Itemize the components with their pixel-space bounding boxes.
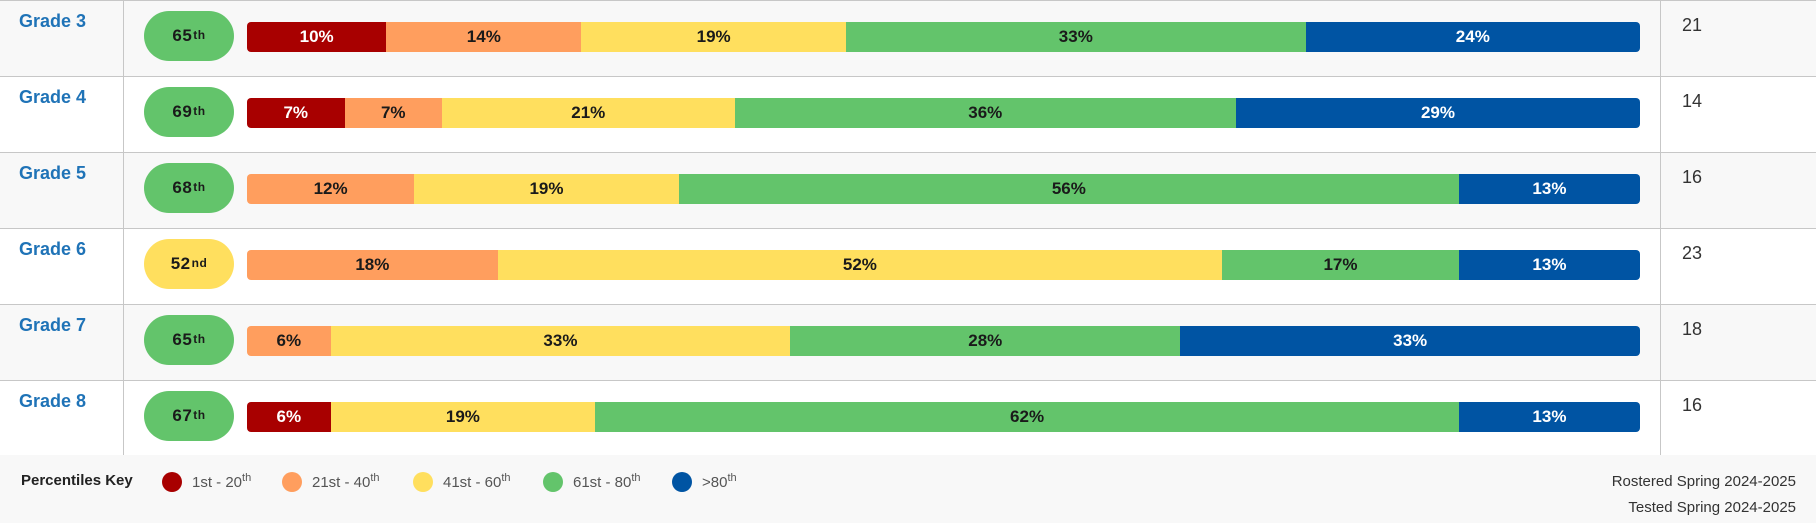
bar-segment: 7%: [344, 98, 442, 128]
student-count: 23: [1682, 243, 1703, 263]
bar-segment: 13%: [1458, 402, 1640, 432]
bar-segment: 24%: [1305, 22, 1640, 52]
student-count: 16: [1682, 395, 1703, 415]
bar-segment: 19%: [330, 402, 596, 432]
key-label: 41st - 60th: [443, 471, 511, 491]
key-title: Percentiles Key: [21, 472, 133, 489]
percentile-distribution-bar: 7% 7% 21% 36% 29%: [247, 98, 1640, 128]
bar-segment: 10%: [247, 22, 387, 52]
grade-link[interactable]: Grade 4: [19, 87, 87, 107]
yellow-dot-icon: [413, 472, 433, 492]
grade-link[interactable]: Grade 6: [19, 239, 87, 259]
key-label: 61st - 80th: [573, 471, 641, 491]
bar-segment: 18%: [247, 250, 498, 280]
red-dot-icon: [162, 472, 182, 492]
column-divider: [123, 1, 124, 76]
key-item-41-60: 41st - 60th: [413, 472, 511, 492]
percentile-distribution-bar: 10% 14% 19% 33% 24%: [247, 22, 1640, 52]
bar-segment: 56%: [678, 174, 1459, 204]
column-divider: [1660, 1, 1661, 76]
green-dot-icon: [543, 472, 563, 492]
key-item-1-20: 1st - 20th: [162, 472, 251, 492]
bar-segment: 33%: [845, 22, 1306, 52]
bar-segment: 13%: [1458, 250, 1640, 280]
column-divider: [123, 381, 124, 456]
rostered-term: Rostered Spring 2024-2025: [1611, 473, 1796, 490]
percentile-distribution-bar: 12% 19% 56% 13%: [247, 174, 1640, 204]
column-divider: [1660, 153, 1661, 228]
student-count: 18: [1682, 319, 1703, 339]
percentile-distribution-bar: 6% 33% 28% 33%: [247, 326, 1640, 356]
grade-link[interactable]: Grade 5: [19, 163, 87, 183]
grade-link[interactable]: Grade 3: [19, 11, 87, 31]
bar-segment: 28%: [790, 326, 1181, 356]
column-divider: [1660, 77, 1661, 152]
bar-segment: 33%: [1180, 326, 1640, 356]
orange-dot-icon: [282, 472, 302, 492]
bar-segment: 19%: [414, 174, 679, 204]
bar-segment: 33%: [330, 326, 791, 356]
student-count: 16: [1682, 167, 1703, 187]
key-item-21-40: 21st - 40th: [282, 472, 380, 492]
column-divider: [123, 153, 124, 228]
bar-segment: 7%: [247, 98, 345, 128]
key-item-61-80: 61st - 80th: [543, 472, 641, 492]
column-divider: [123, 229, 124, 304]
bar-segment: 17%: [1222, 250, 1459, 280]
bar-segment: 13%: [1458, 174, 1640, 204]
student-count: 21: [1682, 15, 1703, 35]
column-divider: [1660, 305, 1661, 380]
bar-segment: 14%: [386, 22, 582, 52]
grade-link[interactable]: Grade 8: [19, 391, 87, 411]
bar-segment: 19%: [581, 22, 846, 52]
column-divider: [123, 305, 124, 380]
bar-segment: 52%: [497, 250, 1223, 280]
blue-dot-icon: [672, 472, 692, 492]
bar-segment: 12%: [247, 174, 415, 204]
percentile-distribution-bar: 18% 52% 17% 13%: [247, 250, 1640, 280]
key-label: 21st - 40th: [312, 471, 380, 491]
percentiles-key: Percentiles Key 1st - 20th 21st - 40th 4…: [0, 455, 1816, 523]
percentile-distribution-bar: 6% 19% 62% 13%: [247, 402, 1640, 432]
grade-link[interactable]: Grade 7: [19, 315, 87, 335]
student-count: 14: [1682, 91, 1703, 111]
bar-segment: 6%: [247, 402, 331, 432]
key-item-over-80: >80th: [672, 472, 737, 492]
column-divider: [1660, 229, 1661, 304]
key-label: 1st - 20th: [192, 471, 252, 491]
bar-segment: 62%: [595, 402, 1459, 432]
bar-segment: 36%: [734, 98, 1236, 128]
column-divider: [1660, 381, 1661, 456]
tested-term: Tested Spring 2024-2025: [1628, 499, 1796, 516]
column-divider: [123, 77, 124, 152]
bar-segment: 21%: [442, 98, 735, 128]
bar-segment: 6%: [247, 326, 331, 356]
key-label: >80th: [702, 471, 737, 491]
bar-segment: 29%: [1235, 98, 1640, 128]
